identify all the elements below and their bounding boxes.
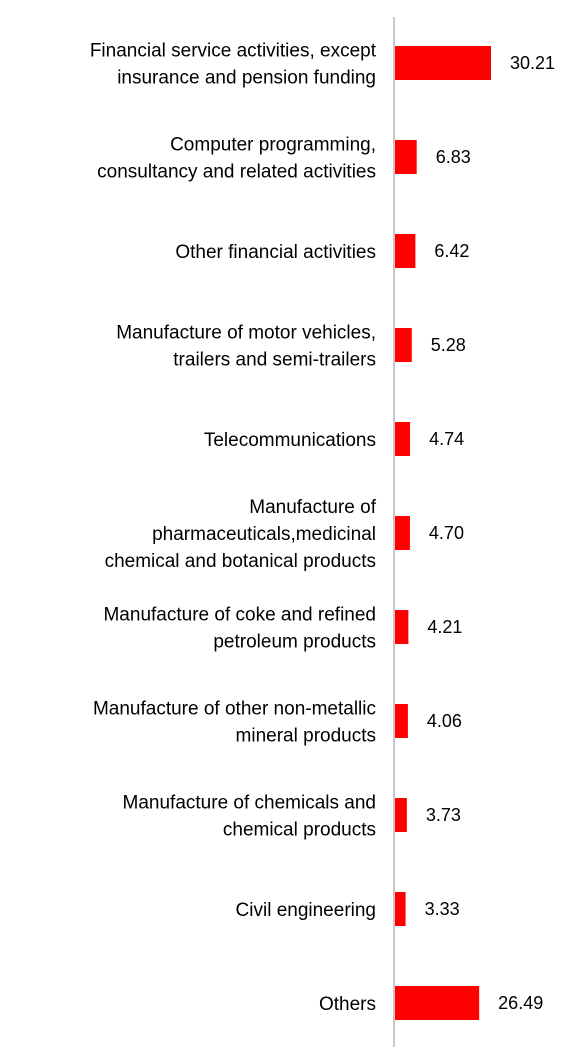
value-label: 4.70 xyxy=(429,523,464,543)
bar xyxy=(395,892,406,926)
category-label: Manufacture of other non-metallic xyxy=(93,699,376,720)
category-label: Manufacture of chemicals and xyxy=(123,793,376,814)
bar xyxy=(395,704,408,738)
value-label: 4.21 xyxy=(427,617,462,637)
value-label: 4.74 xyxy=(429,429,464,449)
bar xyxy=(395,610,409,644)
category-label: petroleum products xyxy=(213,632,376,653)
bar xyxy=(395,328,412,362)
bar xyxy=(395,516,410,550)
value-label: 6.42 xyxy=(434,241,469,261)
category-label: consultancy and related activities xyxy=(97,162,376,183)
category-label: chemical products xyxy=(223,820,376,841)
category-label: Manufacture of motor vehicles, xyxy=(116,323,376,344)
category-label: Financial service activities, except xyxy=(90,41,377,62)
value-label: 6.83 xyxy=(436,147,471,167)
value-label: 30.21 xyxy=(510,53,555,73)
bar xyxy=(395,798,407,832)
category-label: Computer programming, xyxy=(170,135,376,156)
category-label: Telecommunications xyxy=(204,430,376,451)
value-label: 3.73 xyxy=(426,805,461,825)
category-label: Manufacture of coke and refined xyxy=(103,605,376,626)
category-labels: Financial service activities, except insu… xyxy=(90,41,377,1016)
category-label: insurance and pension funding xyxy=(117,68,376,89)
category-label: trailers and semi-trailers xyxy=(173,350,376,371)
category-label: Other financial activities xyxy=(175,242,376,263)
value-label: 26.49 xyxy=(498,993,543,1013)
value-label: 3.33 xyxy=(425,899,460,919)
bar xyxy=(395,986,480,1020)
category-label: mineral products xyxy=(236,726,376,747)
category-label: Civil engineering xyxy=(236,900,376,921)
category-label: Manufacture of xyxy=(249,497,376,518)
bar xyxy=(395,234,416,268)
category-label: chemical and botanical products xyxy=(105,551,376,572)
category-label: pharmaceuticals,medicinal xyxy=(152,524,376,545)
category-label: Others xyxy=(319,994,376,1015)
bar xyxy=(395,140,417,174)
bars xyxy=(395,46,491,1020)
bar xyxy=(395,46,491,80)
value-labels: 30.21 6.83 6.42 5.28 4.74 4.70 4.21 4.06 3.73 3.3… xyxy=(425,53,555,1013)
value-label: 4.06 xyxy=(427,711,462,731)
bar xyxy=(395,422,411,456)
value-label: 5.28 xyxy=(431,335,466,355)
